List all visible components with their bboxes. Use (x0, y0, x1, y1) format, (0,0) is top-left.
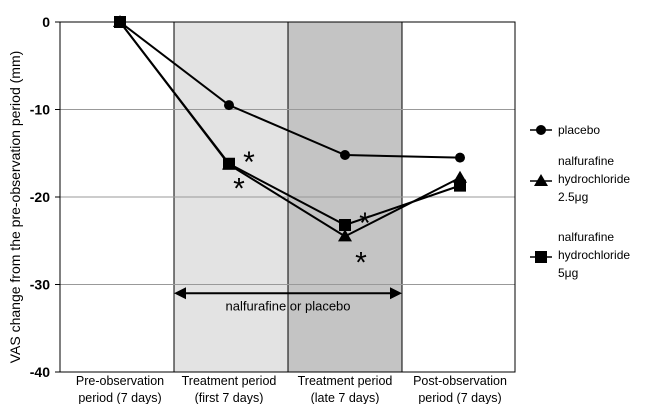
significance-asterisk: * (359, 207, 371, 240)
x-tick-label-line: period (7 days) (78, 391, 161, 404)
legend-label-line: 5μg (558, 266, 579, 280)
x-tick-label-line: Post-observation (413, 374, 507, 388)
legend-label-line: 2.5μg (558, 190, 589, 204)
x-tick-label-line: Pre-observation (76, 374, 164, 388)
significance-asterisk: * (233, 173, 245, 206)
legend-label: nalfurafine hydrochloride 2.5μg (558, 152, 630, 206)
x-tick-label-line: Treatment period (182, 374, 277, 388)
x-tick-label: Post-observation period (7 days) (413, 374, 507, 404)
series-3 (114, 16, 466, 231)
x-tick-label-line: (late 7 days) (311, 391, 380, 404)
legend-label-line: hydrochloride (558, 248, 631, 262)
point-circle (340, 150, 350, 160)
significance-marks: **** (233, 146, 371, 280)
point-square (339, 219, 351, 231)
legend-marker (530, 125, 552, 135)
y-tick-label: -10 (30, 102, 50, 118)
y-tick-label: -40 (30, 364, 50, 380)
x-axis-ticks: Pre-observation period (7 days) Treatment … (76, 374, 507, 404)
arrow-label: nalfurafine or placebo (225, 298, 350, 313)
y-tick-label: -30 (30, 277, 50, 293)
gridlines (60, 109, 515, 285)
x-tick-label-line: period (7 days) (418, 391, 501, 404)
x-tick-label: Pre-observation period (7 days) (76, 374, 164, 404)
point-square (223, 157, 235, 170)
legend-marker (530, 251, 552, 263)
significance-asterisk: * (355, 246, 367, 279)
y-axis-ticks: 0 -10 -20 -30 -40 (30, 14, 60, 380)
legend-label: placebo (558, 121, 600, 139)
x-tick-label-line: (first 7 days) (195, 391, 264, 404)
arrow-head-right (390, 287, 402, 300)
point-circle (536, 125, 546, 135)
series-line (119, 21, 461, 159)
point-square (454, 179, 466, 192)
series-line (119, 21, 461, 227)
significance-asterisk: * (243, 146, 255, 179)
point-square (535, 251, 547, 263)
point-circle (224, 100, 234, 111)
data-series (113, 15, 467, 242)
legend-label-line: nalfurafine (558, 230, 615, 244)
legend-label-line: hydrochloride (558, 172, 631, 186)
point-circle (455, 152, 465, 163)
legend-label-line: placebo (558, 123, 601, 137)
x-tick-label: Treatment period (late 7 days) (298, 374, 393, 404)
treatment-arrow: nalfurafine or placebo (174, 287, 402, 313)
arrow-head-left (174, 287, 186, 300)
y-axis-label: VAS change from the pre-observation peri… (7, 51, 23, 364)
point-triangle (534, 174, 548, 186)
point-square (114, 16, 126, 28)
x-tick-label-line: Treatment period (298, 374, 393, 388)
y-tick-label: -20 (30, 189, 50, 205)
x-tick-label: Treatment period (first 7 days) (182, 374, 277, 404)
point-triangle (338, 229, 352, 242)
legend-marker (530, 174, 552, 186)
legend-label-line: nalfurafine (558, 154, 615, 168)
legend-label: nalfurafine hydrochloride 5μg (558, 228, 630, 282)
y-tick-label: 0 (42, 14, 50, 30)
